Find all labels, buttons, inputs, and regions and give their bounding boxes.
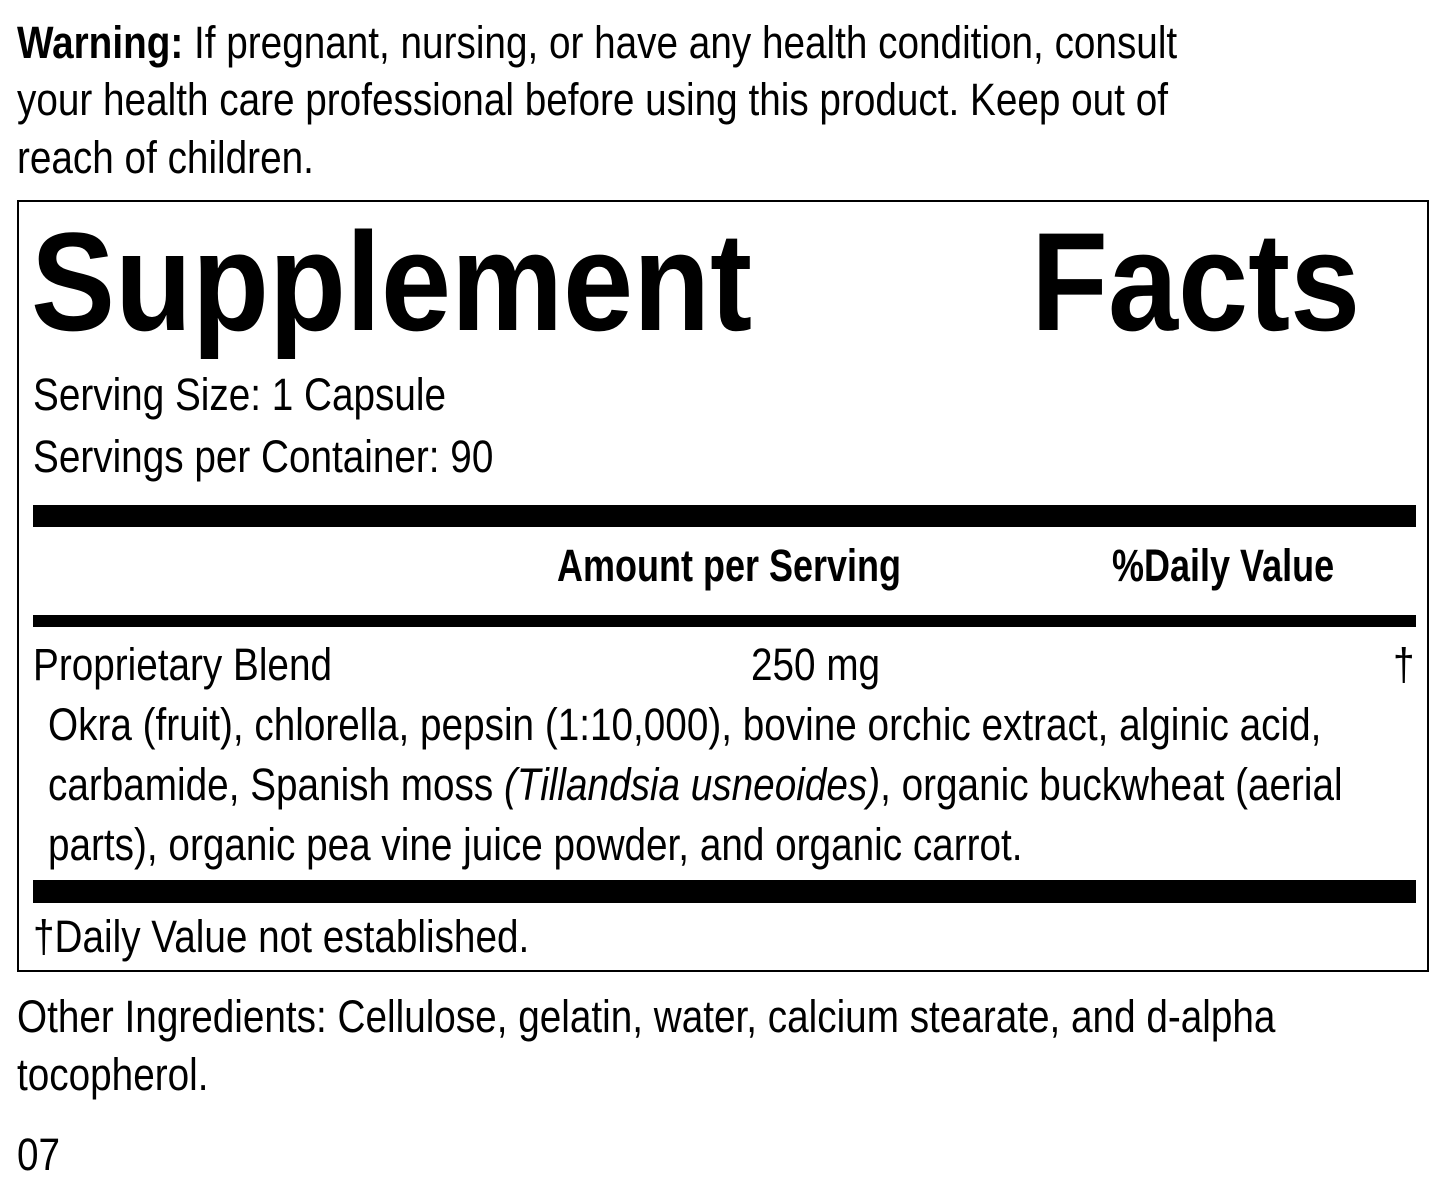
other-ingredients-line-2: tocopherol. bbox=[17, 1049, 209, 1100]
warning-line-1: Warning: If pregnant, nursing, or have a… bbox=[17, 20, 1177, 65]
ingredients-line-1: Okra (fruit), chlorella, pepsin (1:10,00… bbox=[48, 699, 1322, 750]
latin-name: (Tillandsia usneoides) bbox=[504, 759, 881, 810]
ingredients-line-3: parts), organic pea vine juice powder, a… bbox=[48, 819, 1023, 870]
medium-divider bbox=[33, 615, 1416, 627]
thick-divider bbox=[33, 505, 1416, 527]
title-supplement: Supplement bbox=[31, 203, 753, 360]
ingredients-text: , organic buckwheat (aerial bbox=[880, 759, 1343, 810]
warning-text: If pregnant, nursing, or have any health… bbox=[193, 17, 1178, 68]
footnote: †Daily Value not established. bbox=[33, 911, 530, 962]
ingredients-text: carbamide, Spanish moss bbox=[48, 759, 505, 810]
other-ingredients-line-1: Other Ingredients: Cellulose, gelatin, w… bbox=[17, 991, 1276, 1042]
blend-amount: 250 mg bbox=[751, 639, 881, 690]
header-daily-value: %Daily Value bbox=[1112, 540, 1335, 591]
header-amount: Amount per Serving bbox=[557, 540, 902, 591]
warning-line-3: reach of children. bbox=[17, 132, 314, 183]
blend-name: Proprietary Blend bbox=[33, 639, 333, 690]
product-code: 07 bbox=[17, 1129, 61, 1180]
thick-divider-bottom bbox=[33, 880, 1416, 903]
servings-per-container: Servings per Container: 90 bbox=[33, 431, 494, 482]
warning-line-2: your health care professional before usi… bbox=[17, 74, 1168, 125]
serving-size: Serving Size: 1 Capsule bbox=[33, 369, 447, 420]
title-facts: Facts bbox=[1031, 203, 1361, 360]
blend-dv: † bbox=[1393, 639, 1415, 690]
ingredients-line-2: carbamide, Spanish moss (Tillandsia usne… bbox=[48, 762, 1343, 807]
warning-label: Warning: bbox=[17, 17, 184, 68]
supplement-facts-panel bbox=[17, 200, 1429, 972]
